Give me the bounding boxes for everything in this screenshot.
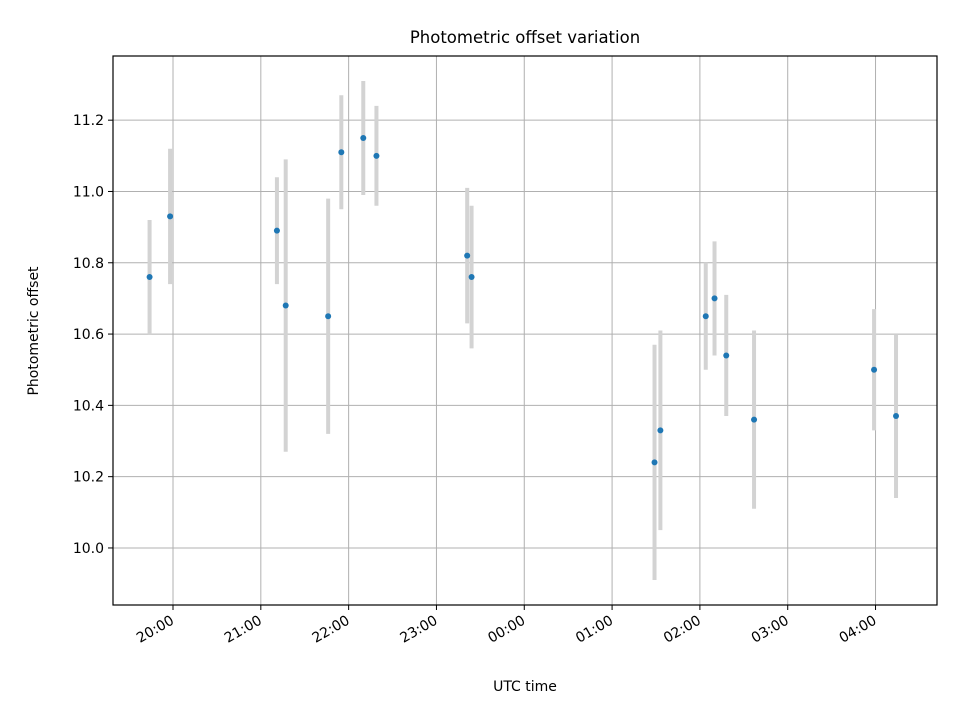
data-point: [373, 152, 380, 159]
y-tick-label: 10.8: [73, 256, 104, 272]
chart-title: Photometric offset variation: [410, 28, 640, 47]
x-axis-label: UTC time: [493, 679, 557, 695]
data-point: [711, 295, 718, 302]
y-axis-label: Photometric offset: [26, 266, 42, 396]
data-point: [325, 313, 332, 320]
y-tick-label: 10.6: [73, 327, 104, 343]
data-point: [338, 149, 345, 156]
data-point: [468, 274, 475, 281]
data-point: [282, 302, 289, 309]
data-point: [273, 227, 280, 234]
y-tick-label: 10.0: [73, 541, 104, 557]
y-tick-label: 11.2: [73, 113, 104, 129]
data-points: [146, 134, 900, 466]
y-axis-ticks: 10.0 10.2 10.4 10.6 10.8 11.0 11.2: [73, 113, 113, 557]
data-point: [167, 213, 174, 220]
y-tick-label: 11.0: [73, 184, 104, 200]
data-point: [146, 274, 153, 281]
data-point: [464, 252, 471, 259]
data-point: [702, 313, 709, 320]
data-point: [893, 413, 900, 420]
y-tick-label: 10.4: [73, 398, 104, 414]
plot-frame: [112, 55, 938, 606]
data-point: [751, 416, 758, 423]
data-point: [723, 352, 730, 359]
grid-lines: [113, 56, 937, 605]
data-point: [657, 427, 664, 434]
y-tick-label: 10.2: [73, 470, 104, 486]
data-point: [360, 134, 367, 141]
data-point: [651, 459, 658, 466]
data-point: [871, 366, 878, 373]
